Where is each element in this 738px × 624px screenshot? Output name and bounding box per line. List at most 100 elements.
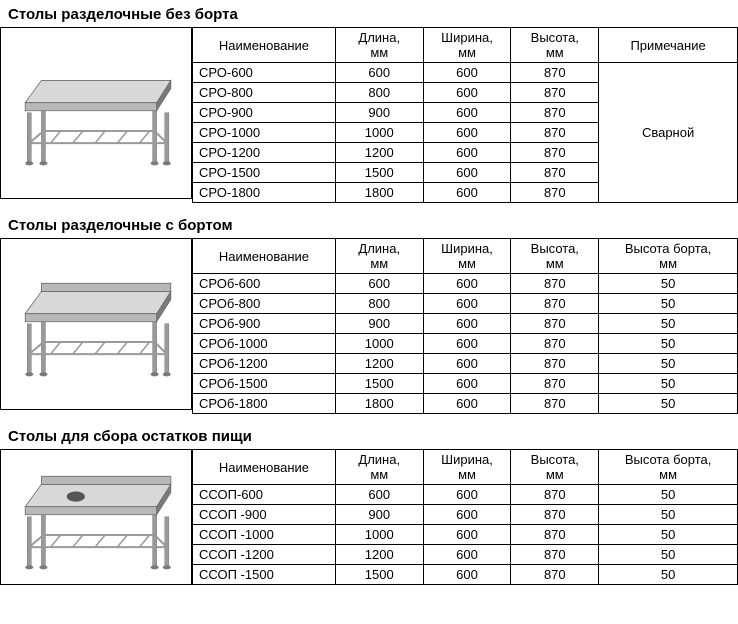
table-cell: 600 xyxy=(423,565,511,585)
table-cell: 600 xyxy=(423,103,511,123)
table-row: СРОб-1200120060087050 xyxy=(193,354,738,374)
table-cell: СРОб-800 xyxy=(193,294,336,314)
table-cell: 870 xyxy=(511,314,599,334)
table-cell: ССОП -1000 xyxy=(193,525,336,545)
table-cell: ССОП-600 xyxy=(193,485,336,505)
table-cell: ССОП -1500 xyxy=(193,565,336,585)
table-cell: 600 xyxy=(335,63,423,83)
table-cell: 600 xyxy=(423,294,511,314)
table-cell: 600 xyxy=(423,274,511,294)
table-cell: 600 xyxy=(423,143,511,163)
table-cell: 800 xyxy=(335,294,423,314)
table-cell: 870 xyxy=(511,394,599,414)
table-cell: 1500 xyxy=(335,374,423,394)
column-header: Ширина,мм xyxy=(423,28,511,63)
table-cell: 870 xyxy=(511,63,599,83)
table-cell: 600 xyxy=(423,334,511,354)
table-cell: 50 xyxy=(599,334,738,354)
table-cell: 1200 xyxy=(335,545,423,565)
table-cell: 50 xyxy=(599,485,738,505)
table-cell: 900 xyxy=(335,505,423,525)
table-cell: 800 xyxy=(335,83,423,103)
table-cell: СРО-1800 xyxy=(193,183,336,203)
column-header: Ширина,мм xyxy=(423,239,511,274)
table-cell: СРОб-1800 xyxy=(193,394,336,414)
table-cell: 600 xyxy=(423,183,511,203)
table-cell: СРО-1500 xyxy=(193,163,336,183)
table-cell: 50 xyxy=(599,354,738,374)
table-row: СРОб-80080060087050 xyxy=(193,294,738,314)
table-row: СРОб-60060060087050 xyxy=(193,274,738,294)
table-row: СРОб-1800180060087050 xyxy=(193,394,738,414)
table-cell: 600 xyxy=(335,274,423,294)
section: Столы разделочные с бортомНаименованиеДл… xyxy=(0,211,738,414)
table-cell: 50 xyxy=(599,294,738,314)
table-cell: 600 xyxy=(423,525,511,545)
table-cell: ССОП -900 xyxy=(193,505,336,525)
table-cell: 870 xyxy=(511,334,599,354)
table-cell: 50 xyxy=(599,525,738,545)
column-header: Длина,мм xyxy=(335,28,423,63)
column-header: Высота борта,мм xyxy=(599,450,738,485)
table-row: СРОб-90090060087050 xyxy=(193,314,738,334)
table-row: СРОб-1500150060087050 xyxy=(193,374,738,394)
table-cell: 600 xyxy=(423,485,511,505)
table-cell: 1800 xyxy=(335,183,423,203)
table-cell: 50 xyxy=(599,274,738,294)
spec-table: НаименованиеДлина,ммШирина,ммВысота,ммПр… xyxy=(192,27,738,203)
table-cell: СРО-800 xyxy=(193,83,336,103)
section-title: Столы разделочные с бортом xyxy=(0,211,738,238)
column-header: Наименование xyxy=(193,28,336,63)
table-cell: 870 xyxy=(511,143,599,163)
table-cell: 900 xyxy=(335,103,423,123)
table-cell: 600 xyxy=(423,505,511,525)
table-cell: 1000 xyxy=(335,123,423,143)
table-cell: 600 xyxy=(423,314,511,334)
table-cell: 1000 xyxy=(335,334,423,354)
table-cell: 600 xyxy=(335,485,423,505)
table-cell: ССОП -1200 xyxy=(193,545,336,565)
section: Столы разделочные без бортаНаименованиеД… xyxy=(0,0,738,203)
table-cell: СРОб-600 xyxy=(193,274,336,294)
table-cell: 600 xyxy=(423,545,511,565)
table-cell: 900 xyxy=(335,314,423,334)
table-cell: 1800 xyxy=(335,394,423,414)
table-cell: 50 xyxy=(599,374,738,394)
table-cell: 600 xyxy=(423,374,511,394)
table-row: СРОб-1000100060087050 xyxy=(193,334,738,354)
table-cell: 600 xyxy=(423,63,511,83)
spec-table: НаименованиеДлина,ммШирина,ммВысота,ммВы… xyxy=(192,238,738,414)
table-cell: 600 xyxy=(423,83,511,103)
table-cell: 870 xyxy=(511,163,599,183)
table-cell: 600 xyxy=(423,394,511,414)
table-cell: 1500 xyxy=(335,163,423,183)
table-cell: СРО-1000 xyxy=(193,123,336,143)
table-cell: 870 xyxy=(511,354,599,374)
product-image xyxy=(0,449,192,585)
table-cell: 870 xyxy=(511,525,599,545)
table-cell: СРОб-1200 xyxy=(193,354,336,374)
column-header: Высота борта,мм xyxy=(599,239,738,274)
table-cell: 600 xyxy=(423,163,511,183)
table-cell: 870 xyxy=(511,103,599,123)
table-cell: 870 xyxy=(511,374,599,394)
column-header: Высота,мм xyxy=(511,239,599,274)
product-image xyxy=(0,27,192,199)
column-header: Высота,мм xyxy=(511,28,599,63)
table-row: ССОП -1200120060087050 xyxy=(193,545,738,565)
table-cell: 870 xyxy=(511,274,599,294)
table-cell: СРО-900 xyxy=(193,103,336,123)
column-header: Длина,мм xyxy=(335,450,423,485)
table-cell: СРОб-900 xyxy=(193,314,336,334)
section: Столы для сбора остатков пищиНаименовани… xyxy=(0,422,738,585)
table-cell: 1500 xyxy=(335,565,423,585)
table-cell: 50 xyxy=(599,565,738,585)
column-header: Ширина,мм xyxy=(423,450,511,485)
table-cell: СРОб-1000 xyxy=(193,334,336,354)
table-cell: 870 xyxy=(511,123,599,143)
table-cell: 50 xyxy=(599,545,738,565)
table-row: ССОП -1500150060087050 xyxy=(193,565,738,585)
column-header: Наименование xyxy=(193,239,336,274)
column-header: Длина,мм xyxy=(335,239,423,274)
table-cell: 600 xyxy=(423,354,511,374)
